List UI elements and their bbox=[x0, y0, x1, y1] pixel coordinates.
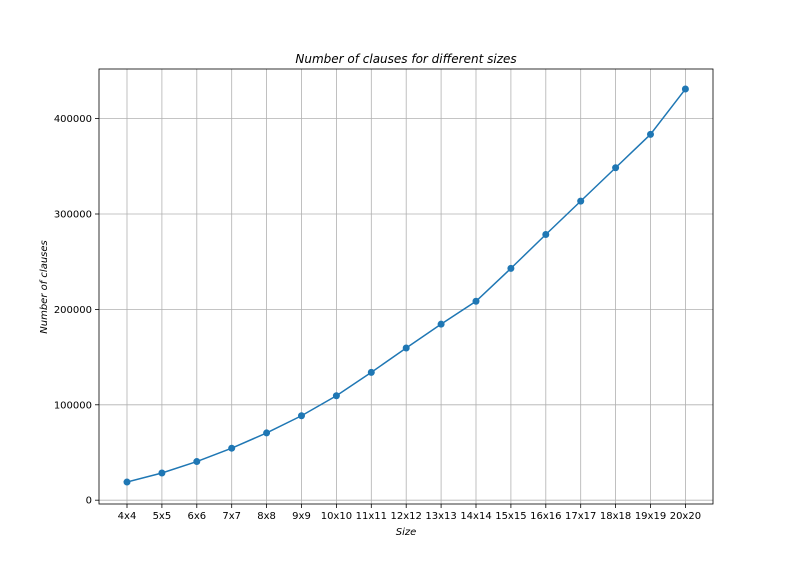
grid bbox=[99, 69, 713, 504]
x-tick-label: 6x6 bbox=[187, 511, 206, 522]
y-tick-label: 100000 bbox=[54, 400, 92, 411]
x-axis-label: Size bbox=[396, 527, 417, 538]
data-point bbox=[228, 444, 236, 452]
data-point bbox=[158, 469, 166, 477]
x-tick-label: 15x15 bbox=[495, 511, 526, 522]
x-tick-label: 10x10 bbox=[321, 511, 352, 522]
data-point bbox=[298, 412, 305, 420]
axes: 4x4 5x5 6x6 7x7 8x8 9x9 10x10 11x11 12x12 13x13 14… bbox=[54, 114, 701, 522]
data-point bbox=[681, 85, 689, 93]
x-tick-label: 7x7 bbox=[222, 511, 241, 522]
data-point bbox=[647, 130, 654, 138]
data-point bbox=[577, 197, 585, 205]
x-tick-label: 14x14 bbox=[460, 511, 491, 522]
data-point bbox=[507, 264, 515, 272]
x-tick-label: 16x16 bbox=[530, 511, 561, 522]
data-point bbox=[402, 344, 410, 352]
y-axis-label: Number of clauses bbox=[39, 240, 50, 333]
data-point bbox=[123, 478, 131, 486]
y-tick-label: 200000 bbox=[54, 305, 92, 316]
data-point bbox=[542, 231, 550, 239]
data-point bbox=[263, 429, 271, 437]
x-tick-label: 9x9 bbox=[292, 511, 311, 522]
data-point bbox=[472, 297, 480, 305]
x-tick-label: 5x5 bbox=[153, 511, 172, 522]
x-tick-label: 4x4 bbox=[118, 511, 137, 522]
chart-title: Number of clauses for different sizes bbox=[295, 52, 516, 66]
x-tick-label: 19x19 bbox=[635, 511, 666, 522]
series-layer bbox=[123, 85, 689, 486]
x-tick-label: 18x18 bbox=[600, 511, 631, 522]
data-point bbox=[193, 458, 201, 466]
x-tick-label: 17x17 bbox=[565, 511, 596, 522]
y-tick-label: 400000 bbox=[54, 114, 92, 125]
x-tick-label: 20x20 bbox=[670, 511, 701, 522]
data-point bbox=[612, 164, 620, 172]
data-point bbox=[367, 368, 375, 376]
data-point bbox=[332, 392, 340, 400]
y-tick-label: 0 bbox=[86, 496, 92, 507]
x-tick-label: 13x13 bbox=[425, 511, 456, 522]
x-tick-label: 8x8 bbox=[257, 511, 276, 522]
y-tick-label: 300000 bbox=[54, 210, 92, 221]
data-point bbox=[437, 320, 445, 328]
x-tick-label: 11x11 bbox=[356, 511, 387, 522]
x-tick-label: 12x12 bbox=[391, 511, 422, 522]
